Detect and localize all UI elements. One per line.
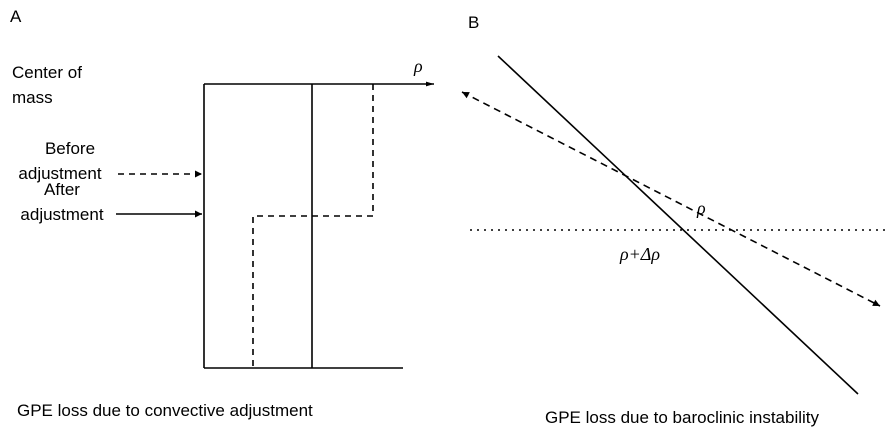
exchange-path (461, 91, 881, 307)
center-of-mass-label: Center of (12, 63, 82, 82)
axis-label: ρ (413, 56, 423, 76)
after-label: adjustment (20, 205, 103, 224)
lower-label: ρ+Δρ (619, 244, 660, 264)
panel-label: B (468, 13, 479, 32)
caption: GPE loss due to baroclinic instability (545, 408, 820, 427)
before-profile (252, 84, 374, 368)
center-of-mass-label: mass (12, 88, 53, 107)
panel-label: A (10, 7, 22, 26)
isopycnal (497, 55, 859, 395)
before-label: Before (45, 139, 95, 158)
before-label: adjustment (18, 164, 101, 183)
upper-label: ρ (696, 198, 706, 218)
caption: GPE loss due to convective adjustment (17, 401, 313, 420)
after-label: After (44, 180, 80, 199)
